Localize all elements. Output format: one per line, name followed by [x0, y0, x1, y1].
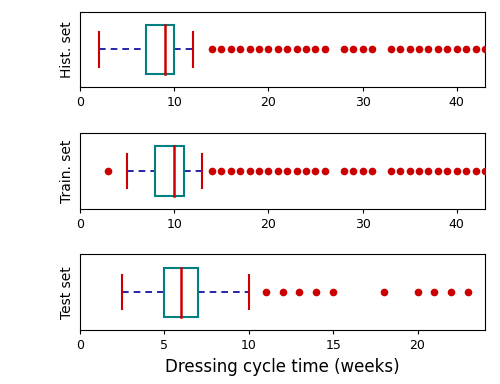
Y-axis label: Train. set: Train. set: [60, 139, 74, 203]
Bar: [156, 146, 184, 195]
Bar: [146, 25, 174, 74]
X-axis label: Dressing cycle time (weeks): Dressing cycle time (weeks): [165, 358, 400, 376]
Bar: [164, 268, 198, 317]
Y-axis label: Test set: Test set: [60, 266, 74, 319]
Y-axis label: Hist. set: Hist. set: [60, 21, 74, 78]
